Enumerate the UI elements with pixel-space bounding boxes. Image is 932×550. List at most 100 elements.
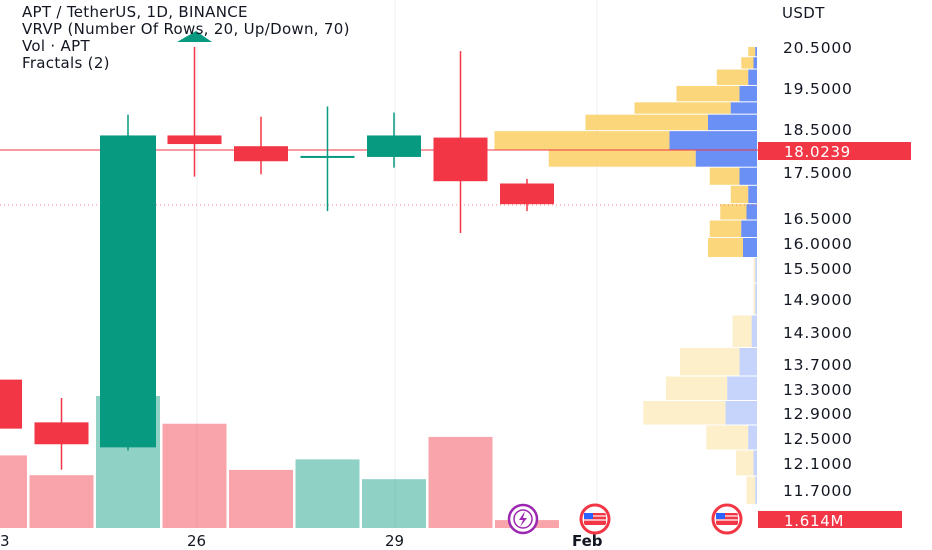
volume-bar <box>0 455 27 528</box>
volume-profile-row-down <box>732 315 752 347</box>
volume-profile-row-up <box>755 258 757 283</box>
volume-profile-row-up <box>695 150 757 167</box>
volume-profile-row-down <box>708 238 743 257</box>
volume-bar <box>29 475 94 528</box>
volume-profile-row-down <box>720 204 747 220</box>
price-tick: 14.3000 <box>783 324 853 342</box>
volume-bar <box>229 469 293 528</box>
price-tick: 16.0000 <box>783 235 853 253</box>
volume-profile-row-up <box>727 376 757 400</box>
time-axis: 3 26 29 Feb <box>0 532 603 550</box>
volume-profile-row-down <box>706 425 749 450</box>
currency-label: USDT <box>782 4 825 22</box>
time-tick: 26 <box>187 532 206 550</box>
volume-profile-row-down <box>634 102 731 114</box>
volume-profile-row-up <box>748 185 757 204</box>
price-tick: 20.5000 <box>783 39 853 57</box>
volume-profile-row-down <box>666 376 728 400</box>
volume-profile-row-up <box>730 102 757 114</box>
volume-profile-row-down <box>730 185 749 204</box>
flag-icon[interactable] <box>711 503 743 535</box>
volume-profile-row-up <box>748 425 757 450</box>
volume-bar <box>362 479 426 528</box>
volume-profile-row-down <box>716 69 749 85</box>
volume-bar <box>295 459 360 528</box>
price-axis: 20.5000 19.5000 18.5000 17.5000 16.5000 … <box>783 39 853 526</box>
legend-symbol[interactable]: APT / TetherUS, 1D, BINANCE <box>22 3 248 21</box>
volume-bar <box>428 436 493 528</box>
volume-profile-row-down <box>709 167 740 185</box>
volume-profile-row-up <box>739 167 757 185</box>
volume-label: 1.614M <box>784 512 844 530</box>
candle-body <box>234 146 288 162</box>
volume-profile-row-up <box>739 348 757 376</box>
volume-profile-row-up <box>743 238 757 257</box>
legend-fractals[interactable]: Fractals (2) <box>22 54 110 72</box>
volume-profile-row-up <box>746 204 757 220</box>
legend-vrvp[interactable]: VRVP (Number Of Rows, 20, Up/Down, 70) <box>22 20 350 38</box>
volume-profile-row-down <box>709 220 742 237</box>
candle-body <box>34 422 89 445</box>
volume-profile-row-down <box>585 114 708 131</box>
price-tick: 17.5000 <box>783 164 853 182</box>
candle-body <box>0 379 22 429</box>
price-tick: 15.5000 <box>783 260 853 278</box>
volume-profile-row-down <box>494 131 670 150</box>
price-tick: 12.9000 <box>783 405 853 423</box>
volume-profile-row-down <box>643 401 726 425</box>
last-price-label: 18.0239 <box>784 143 851 161</box>
price-tick: 13.7000 <box>783 356 853 374</box>
time-tick: 29 <box>385 532 404 550</box>
grid <box>196 0 598 528</box>
volume-profile-row-down <box>753 283 756 315</box>
volume-profile-row-up <box>669 131 757 150</box>
volume-profile-row-up <box>753 57 757 69</box>
volume-profile-row-down <box>741 57 754 69</box>
volume-profile-row-up <box>751 315 757 347</box>
price-tick: 12.5000 <box>783 430 853 448</box>
volume-profile-row-up <box>755 283 757 315</box>
price-tick: 14.9000 <box>783 291 853 309</box>
volume-profile-row-down <box>753 258 756 283</box>
flag-icon[interactable] <box>579 503 611 535</box>
volume-profile-row-up <box>753 450 757 476</box>
volume-profile-row-up <box>755 47 757 57</box>
price-tick: 16.5000 <box>783 210 853 228</box>
legend-volume[interactable]: Vol · APT <box>22 37 90 55</box>
volume-profile-row-down <box>676 85 740 102</box>
volume-profile-row-up <box>725 401 757 425</box>
price-tick: 18.5000 <box>783 121 853 139</box>
volume-bar <box>162 423 227 528</box>
volume-profile <box>494 47 757 504</box>
volume-profile-row-up <box>708 114 757 131</box>
candle-body <box>300 155 355 158</box>
event-icons <box>507 503 743 535</box>
volume-profile-row-up <box>741 220 757 237</box>
lightning-icon[interactable] <box>507 503 539 535</box>
last-price-badge[interactable]: 18.0239 <box>758 142 911 161</box>
volume-profile-row-down <box>680 348 740 376</box>
candle-body <box>433 137 488 182</box>
time-tick: 3 <box>0 532 10 550</box>
volume-profile-row-up <box>755 476 757 504</box>
volume-profile-row-down <box>548 150 696 167</box>
price-tick: 12.1000 <box>783 455 853 473</box>
time-tick: Feb <box>572 532 603 550</box>
volume-profile-row-down <box>736 450 754 476</box>
volume-profile-row-up <box>748 69 757 85</box>
candles <box>0 47 554 470</box>
candle-body <box>500 183 554 205</box>
candle-body <box>100 135 156 448</box>
price-tick: 19.5000 <box>783 80 853 98</box>
fractal-up-marker <box>177 31 212 42</box>
volume-bars <box>0 396 559 528</box>
volume-profile-row-down <box>748 47 756 57</box>
candle-body <box>167 135 222 145</box>
price-tick: 13.3000 <box>783 381 853 399</box>
volume-profile-row-down <box>746 476 756 504</box>
volume-profile-row-up <box>739 85 757 102</box>
candle-body <box>367 135 421 157</box>
volume-badge[interactable]: 1.614M <box>758 511 902 530</box>
price-tick: 11.7000 <box>783 482 853 500</box>
